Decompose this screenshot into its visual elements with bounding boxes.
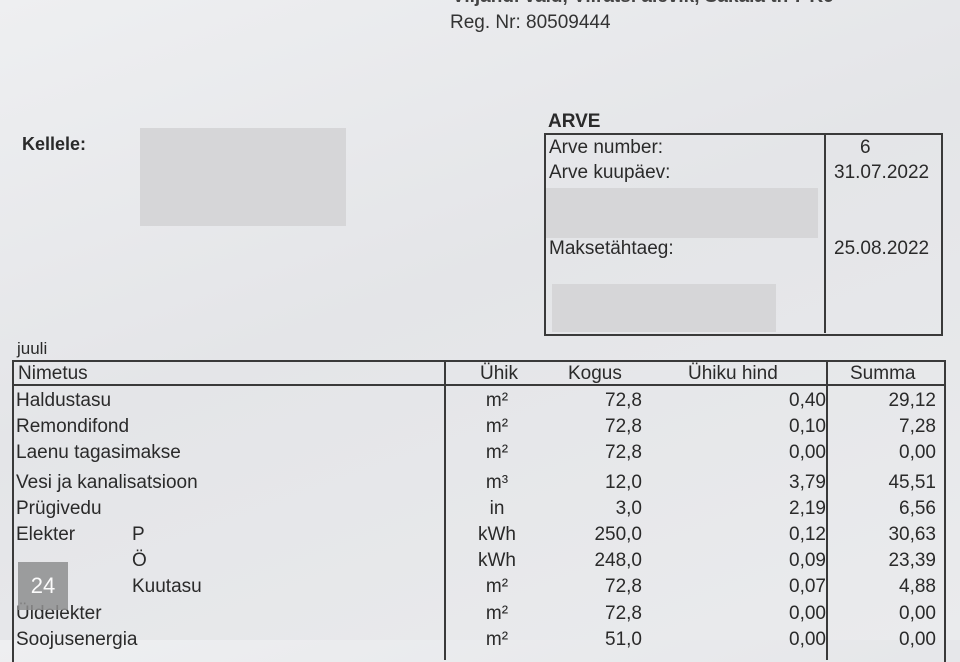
invoice-date: 31.07.2022 [834, 162, 930, 183]
table-row: Üldelekter m² 72,8 0,00 0,00 [12, 601, 944, 627]
item-unit: m² [485, 416, 509, 437]
item-quantity: 51,0 [605, 629, 642, 650]
item-unit-price: 3,79 [789, 472, 826, 493]
redacted-recipient [140, 128, 346, 226]
invoice-title: ARVE [548, 111, 601, 132]
item-subname: Ö [132, 550, 147, 571]
reg-number: Reg. Nr: 80509444 [450, 12, 611, 33]
item-name: Prügivedu [16, 498, 102, 519]
item-quantity: 12,0 [605, 472, 642, 493]
table-row: Haldustasu m² 72,8 0,40 29,12 [12, 388, 944, 414]
item-unit-price: 0,12 [789, 524, 826, 545]
item-unit-price: 0,40 [789, 390, 826, 411]
company-address: Viljandi vald, Viiratsi alevik, Sakala t… [452, 0, 834, 8]
item-sum: 45,51 [888, 472, 936, 493]
recipient-label: Kellele: [22, 134, 87, 154]
item-sum: 29,12 [888, 390, 936, 411]
item-unit: in [489, 498, 505, 519]
item-quantity: 72,8 [605, 576, 642, 597]
item-quantity: 72,8 [605, 390, 642, 411]
watermark-badge: 24 [18, 562, 68, 610]
table-row: Remondifond m² 72,8 0,10 7,28 [12, 414, 944, 440]
item-sum: 7,28 [899, 416, 936, 437]
item-sum: 0,00 [899, 603, 936, 624]
item-unit-price: 0,09 [789, 550, 826, 571]
item-quantity: 72,8 [605, 603, 642, 624]
item-unit-price: 0,00 [789, 442, 826, 463]
item-quantity: 250,0 [594, 524, 642, 545]
header-price: Ühiku hind [688, 363, 778, 384]
item-quantity: 72,8 [605, 416, 642, 437]
period-label: juuli [17, 339, 48, 358]
due-date: 25.08.2022 [834, 238, 930, 259]
item-name: Elekter [16, 524, 76, 545]
item-unit: m³ [485, 472, 509, 493]
item-sum: 23,39 [888, 550, 936, 571]
item-quantity: 3,0 [615, 498, 642, 519]
divider [824, 134, 826, 333]
table-header: Nimetus Ühik Kogus Ühiku hind Summa [12, 361, 944, 387]
item-sum: 30,63 [888, 524, 936, 545]
header-unit: Ühik [480, 363, 519, 384]
item-unit: m² [485, 390, 509, 411]
table-row: Laenu tagasimakse m² 72,8 0,00 0,00 [12, 440, 944, 466]
item-name: Remondifond [16, 416, 130, 437]
header-sum: Summa [850, 363, 916, 384]
table-row: Soojusenergia m² 51,0 0,00 0,00 [12, 627, 944, 653]
header-divider [12, 384, 944, 386]
header-name: Nimetus [18, 363, 88, 384]
item-unit-price: 0,00 [789, 603, 826, 624]
item-unit: m² [485, 576, 509, 597]
item-name: Vesi ja kanalisatsioon [16, 472, 198, 493]
table-row: Prügivedu in 3,0 2,19 6,56 [12, 496, 944, 522]
redacted-field [552, 284, 776, 332]
table-row: Vesi ja kanalisatsioon m³ 12,0 3,79 45,51 [12, 470, 944, 496]
item-unit: m² [485, 603, 509, 624]
item-unit: m² [485, 442, 509, 463]
item-unit-price: 0,00 [789, 629, 826, 650]
item-unit: m² [485, 629, 509, 650]
invoice-number-label: Arve number: [549, 137, 664, 158]
item-subname: Kuutasu [132, 576, 202, 597]
due-date-label: Maksetähtaeg: [549, 238, 674, 259]
invoice-number: 6 [860, 137, 871, 158]
item-name: Soojusenergia [16, 629, 138, 650]
item-name: Laenu tagasimakse [16, 442, 181, 463]
redacted-field [546, 188, 818, 238]
item-sum: 0,00 [899, 629, 936, 650]
item-unit: kWh [478, 524, 516, 545]
item-sum: 4,88 [899, 576, 936, 597]
invoice-info-box [544, 133, 943, 336]
item-sum: 6,56 [899, 498, 936, 519]
item-unit-price: 2,19 [789, 498, 826, 519]
item-quantity: 72,8 [605, 442, 642, 463]
table-row: Kuutasu m² 72,8 0,07 4,88 [12, 574, 944, 600]
item-unit: kWh [478, 550, 516, 571]
item-name: Haldustasu [16, 390, 112, 411]
items-table [12, 360, 946, 662]
column-divider [444, 360, 446, 660]
item-quantity: 248,0 [594, 550, 642, 571]
invoice-date-label: Arve kuupäev: [549, 162, 671, 183]
header-qty: Kogus [568, 363, 622, 384]
item-sum: 0,00 [899, 442, 936, 463]
item-unit-price: 0,10 [789, 416, 826, 437]
item-unit-price: 0,07 [789, 576, 826, 597]
item-subname: P [132, 524, 145, 545]
column-divider [826, 360, 828, 660]
